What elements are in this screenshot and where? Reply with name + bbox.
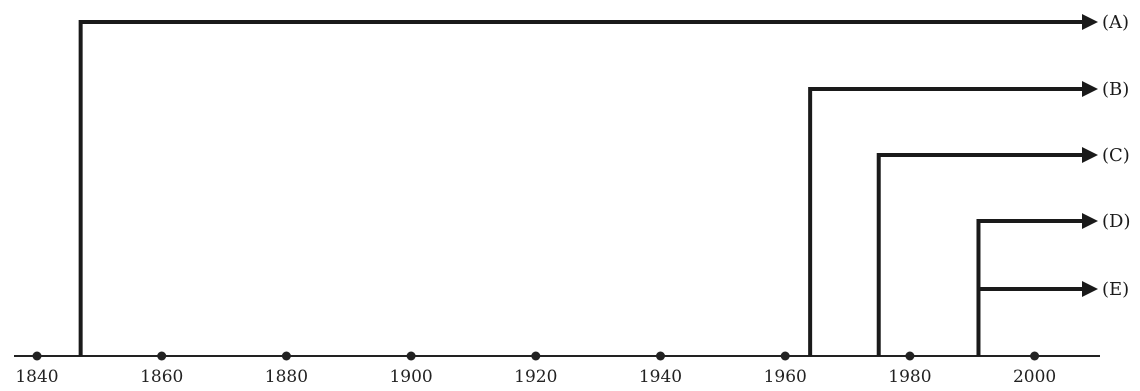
branch-label-c: (C) (1102, 145, 1130, 166)
tick-label-2000: 2000 (1013, 367, 1056, 387)
tick-dot-1860 (157, 351, 167, 361)
tick-label-1860: 1860 (140, 367, 183, 387)
tick-dot-1840 (32, 351, 42, 361)
tick-label-1960: 1960 (764, 367, 807, 387)
branch-line-b (808, 87, 1084, 356)
tick-dot-2000 (1030, 351, 1040, 361)
tick-label-1840: 1840 (15, 367, 58, 387)
arrowhead-icon (1082, 213, 1098, 229)
tick-label-1880: 1880 (265, 367, 308, 387)
tick-dot-1900 (406, 351, 416, 361)
branch-c: (C) (876, 145, 1130, 356)
arrowhead-icon (1082, 81, 1098, 97)
tick-label-1900: 1900 (389, 367, 432, 387)
arrowhead-icon (1082, 147, 1098, 163)
branch-line-c (876, 153, 1084, 356)
branch-label-d: (D) (1102, 211, 1130, 232)
tick-dot-1920 (531, 351, 541, 361)
branch-b: (B) (808, 79, 1129, 356)
branch-a: (A) (78, 12, 1129, 356)
branches: (A) (B) (C) (D) (E) (78, 12, 1130, 356)
branch-line-a (78, 20, 1084, 356)
branch-label-e: (E) (1102, 279, 1129, 300)
tick-label-1920: 1920 (514, 367, 557, 387)
tick-dot-1980 (905, 351, 915, 361)
arrowhead-icon (1082, 14, 1098, 30)
tick-dot-1880 (281, 351, 291, 361)
branch-e: (E) (978, 279, 1129, 300)
time-axis: 1840 1860 1880 1900 1920 1940 1960 1980 2000 (14, 351, 1100, 387)
branch-label-b: (B) (1102, 79, 1129, 100)
branch-label-a: (A) (1102, 12, 1129, 33)
branch-d: (D) (976, 211, 1130, 356)
tick-label-1940: 1940 (639, 367, 682, 387)
arrowhead-icon (1082, 281, 1098, 297)
tick-label-1980: 1980 (888, 367, 931, 387)
branch-line-d (976, 219, 1084, 356)
tick-dot-1940 (656, 351, 665, 361)
tick-dot-1960 (780, 351, 790, 361)
